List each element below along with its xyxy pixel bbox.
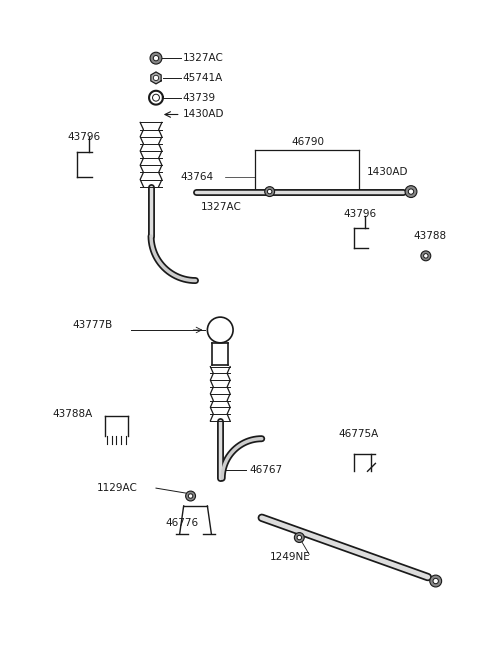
Circle shape bbox=[264, 187, 275, 196]
Text: 1430AD: 1430AD bbox=[183, 109, 224, 119]
Text: 45741A: 45741A bbox=[183, 73, 223, 83]
Text: 46767: 46767 bbox=[250, 465, 283, 476]
Text: 1430AD: 1430AD bbox=[367, 167, 408, 177]
Circle shape bbox=[430, 575, 442, 587]
Polygon shape bbox=[151, 72, 161, 84]
Text: 43777B: 43777B bbox=[72, 320, 112, 330]
Text: 1327AC: 1327AC bbox=[201, 202, 241, 212]
Circle shape bbox=[297, 535, 301, 540]
Text: 1327AC: 1327AC bbox=[183, 53, 224, 63]
Text: 46790: 46790 bbox=[292, 137, 325, 147]
Text: 1129AC: 1129AC bbox=[96, 483, 138, 493]
Circle shape bbox=[421, 251, 431, 261]
Text: 43764: 43764 bbox=[180, 172, 214, 182]
Circle shape bbox=[294, 533, 304, 542]
Circle shape bbox=[186, 491, 195, 501]
Circle shape bbox=[188, 494, 193, 498]
Text: 43796: 43796 bbox=[344, 210, 377, 219]
Text: 43788: 43788 bbox=[413, 231, 446, 241]
Circle shape bbox=[267, 189, 272, 194]
Circle shape bbox=[405, 185, 417, 198]
Circle shape bbox=[153, 75, 159, 81]
Circle shape bbox=[153, 56, 159, 61]
Circle shape bbox=[153, 94, 159, 101]
Circle shape bbox=[150, 52, 162, 64]
Circle shape bbox=[408, 189, 414, 195]
Circle shape bbox=[424, 253, 428, 258]
Text: 1249NE: 1249NE bbox=[270, 552, 311, 562]
Circle shape bbox=[433, 578, 438, 584]
Text: 46775A: 46775A bbox=[339, 429, 379, 439]
Text: 43739: 43739 bbox=[183, 93, 216, 103]
Text: 46776: 46776 bbox=[166, 517, 199, 528]
Text: 43788A: 43788A bbox=[52, 409, 93, 419]
Text: 43796: 43796 bbox=[67, 132, 100, 142]
